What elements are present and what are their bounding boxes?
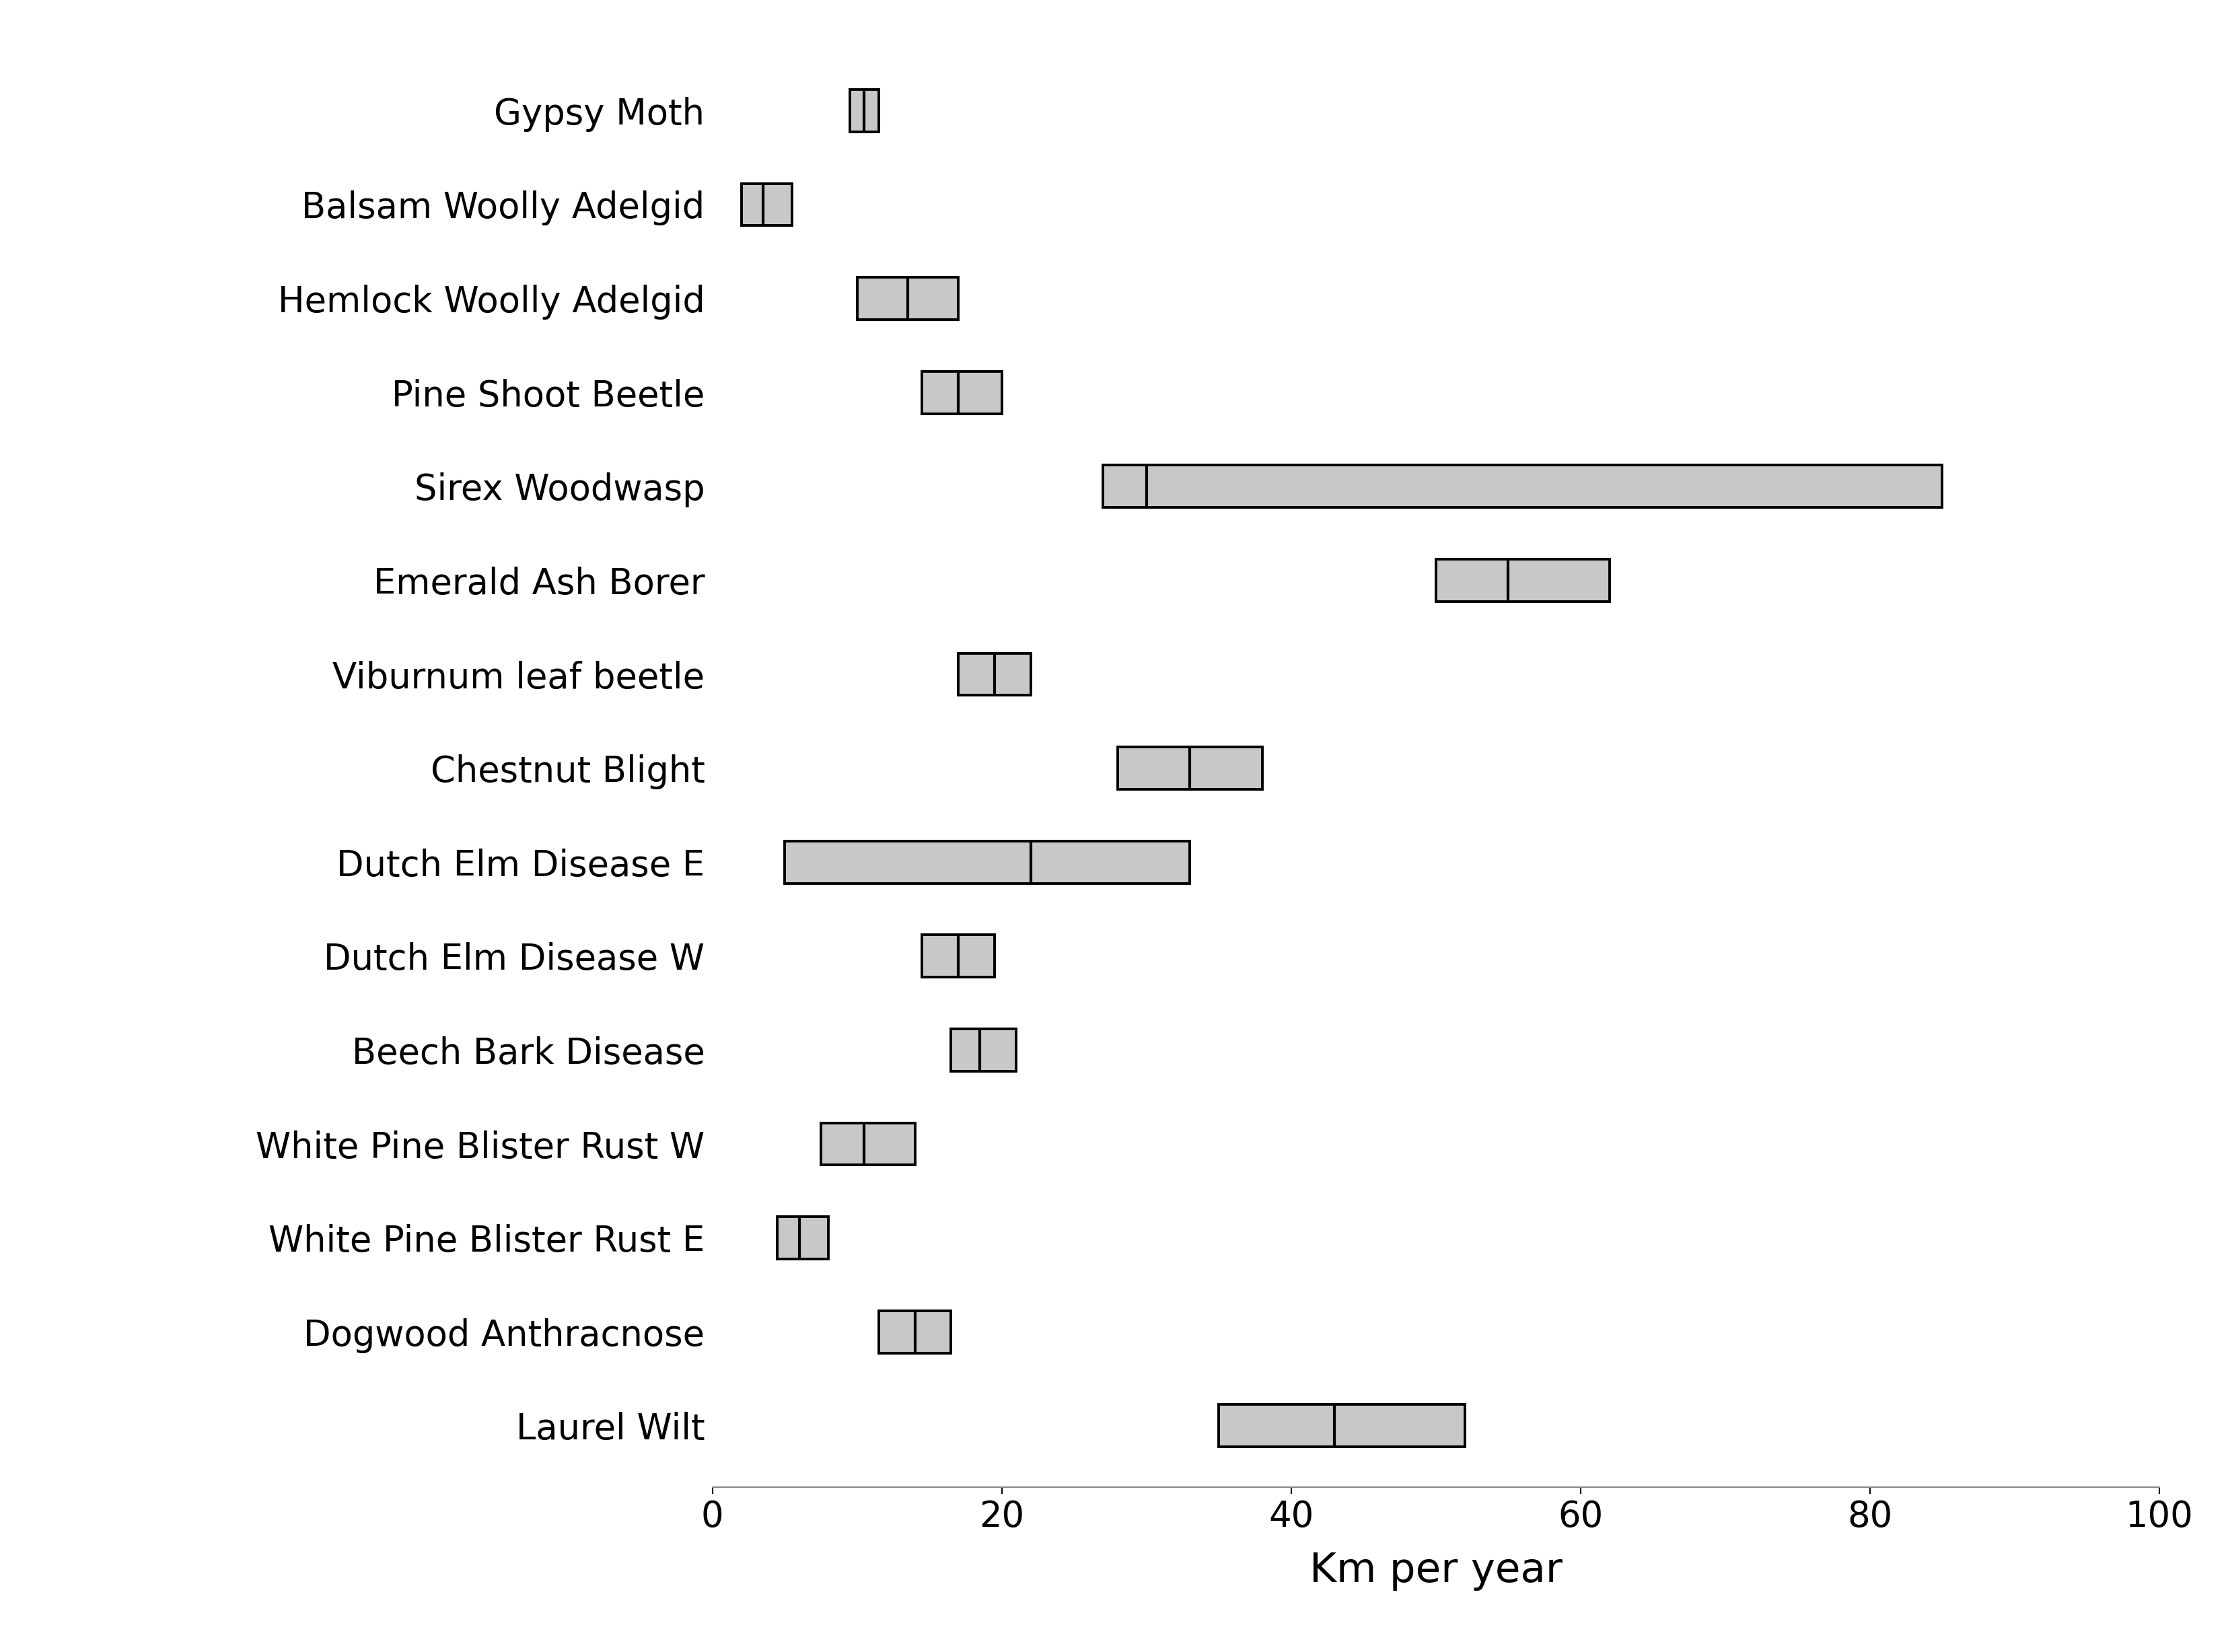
FancyBboxPatch shape bbox=[951, 1029, 1015, 1070]
FancyBboxPatch shape bbox=[777, 1218, 828, 1259]
FancyBboxPatch shape bbox=[1220, 1404, 1465, 1447]
FancyBboxPatch shape bbox=[784, 841, 1189, 884]
FancyBboxPatch shape bbox=[741, 183, 792, 226]
FancyBboxPatch shape bbox=[1436, 558, 1609, 601]
X-axis label: Km per year: Km per year bbox=[1309, 1551, 1563, 1591]
FancyBboxPatch shape bbox=[957, 653, 1031, 695]
FancyBboxPatch shape bbox=[879, 1310, 951, 1353]
FancyBboxPatch shape bbox=[1104, 466, 1941, 507]
FancyBboxPatch shape bbox=[922, 372, 1002, 413]
FancyBboxPatch shape bbox=[1117, 747, 1262, 790]
FancyBboxPatch shape bbox=[857, 278, 957, 319]
FancyBboxPatch shape bbox=[850, 89, 879, 132]
FancyBboxPatch shape bbox=[821, 1123, 915, 1165]
FancyBboxPatch shape bbox=[922, 935, 995, 978]
